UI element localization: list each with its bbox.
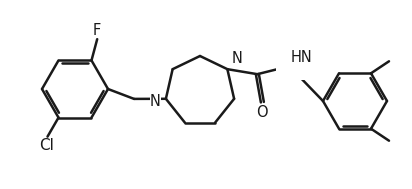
Text: F: F bbox=[93, 23, 101, 38]
Text: HN: HN bbox=[290, 50, 312, 65]
Text: N: N bbox=[232, 51, 242, 66]
Text: Cl: Cl bbox=[39, 138, 54, 153]
Text: N: N bbox=[150, 94, 161, 109]
Text: O: O bbox=[257, 105, 268, 120]
